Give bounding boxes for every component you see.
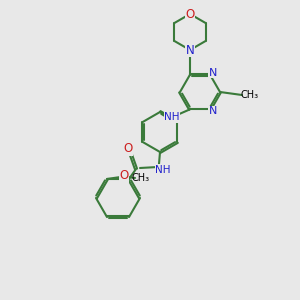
Text: N: N [209,68,217,78]
Text: O: O [185,8,195,20]
Text: N: N [186,44,194,56]
Text: CH₃: CH₃ [241,90,259,100]
Text: NH: NH [155,165,171,175]
Text: CH₃: CH₃ [132,173,150,183]
Text: NH: NH [164,112,180,122]
Text: O: O [119,169,129,182]
Text: N: N [209,106,217,116]
Text: O: O [123,142,133,155]
